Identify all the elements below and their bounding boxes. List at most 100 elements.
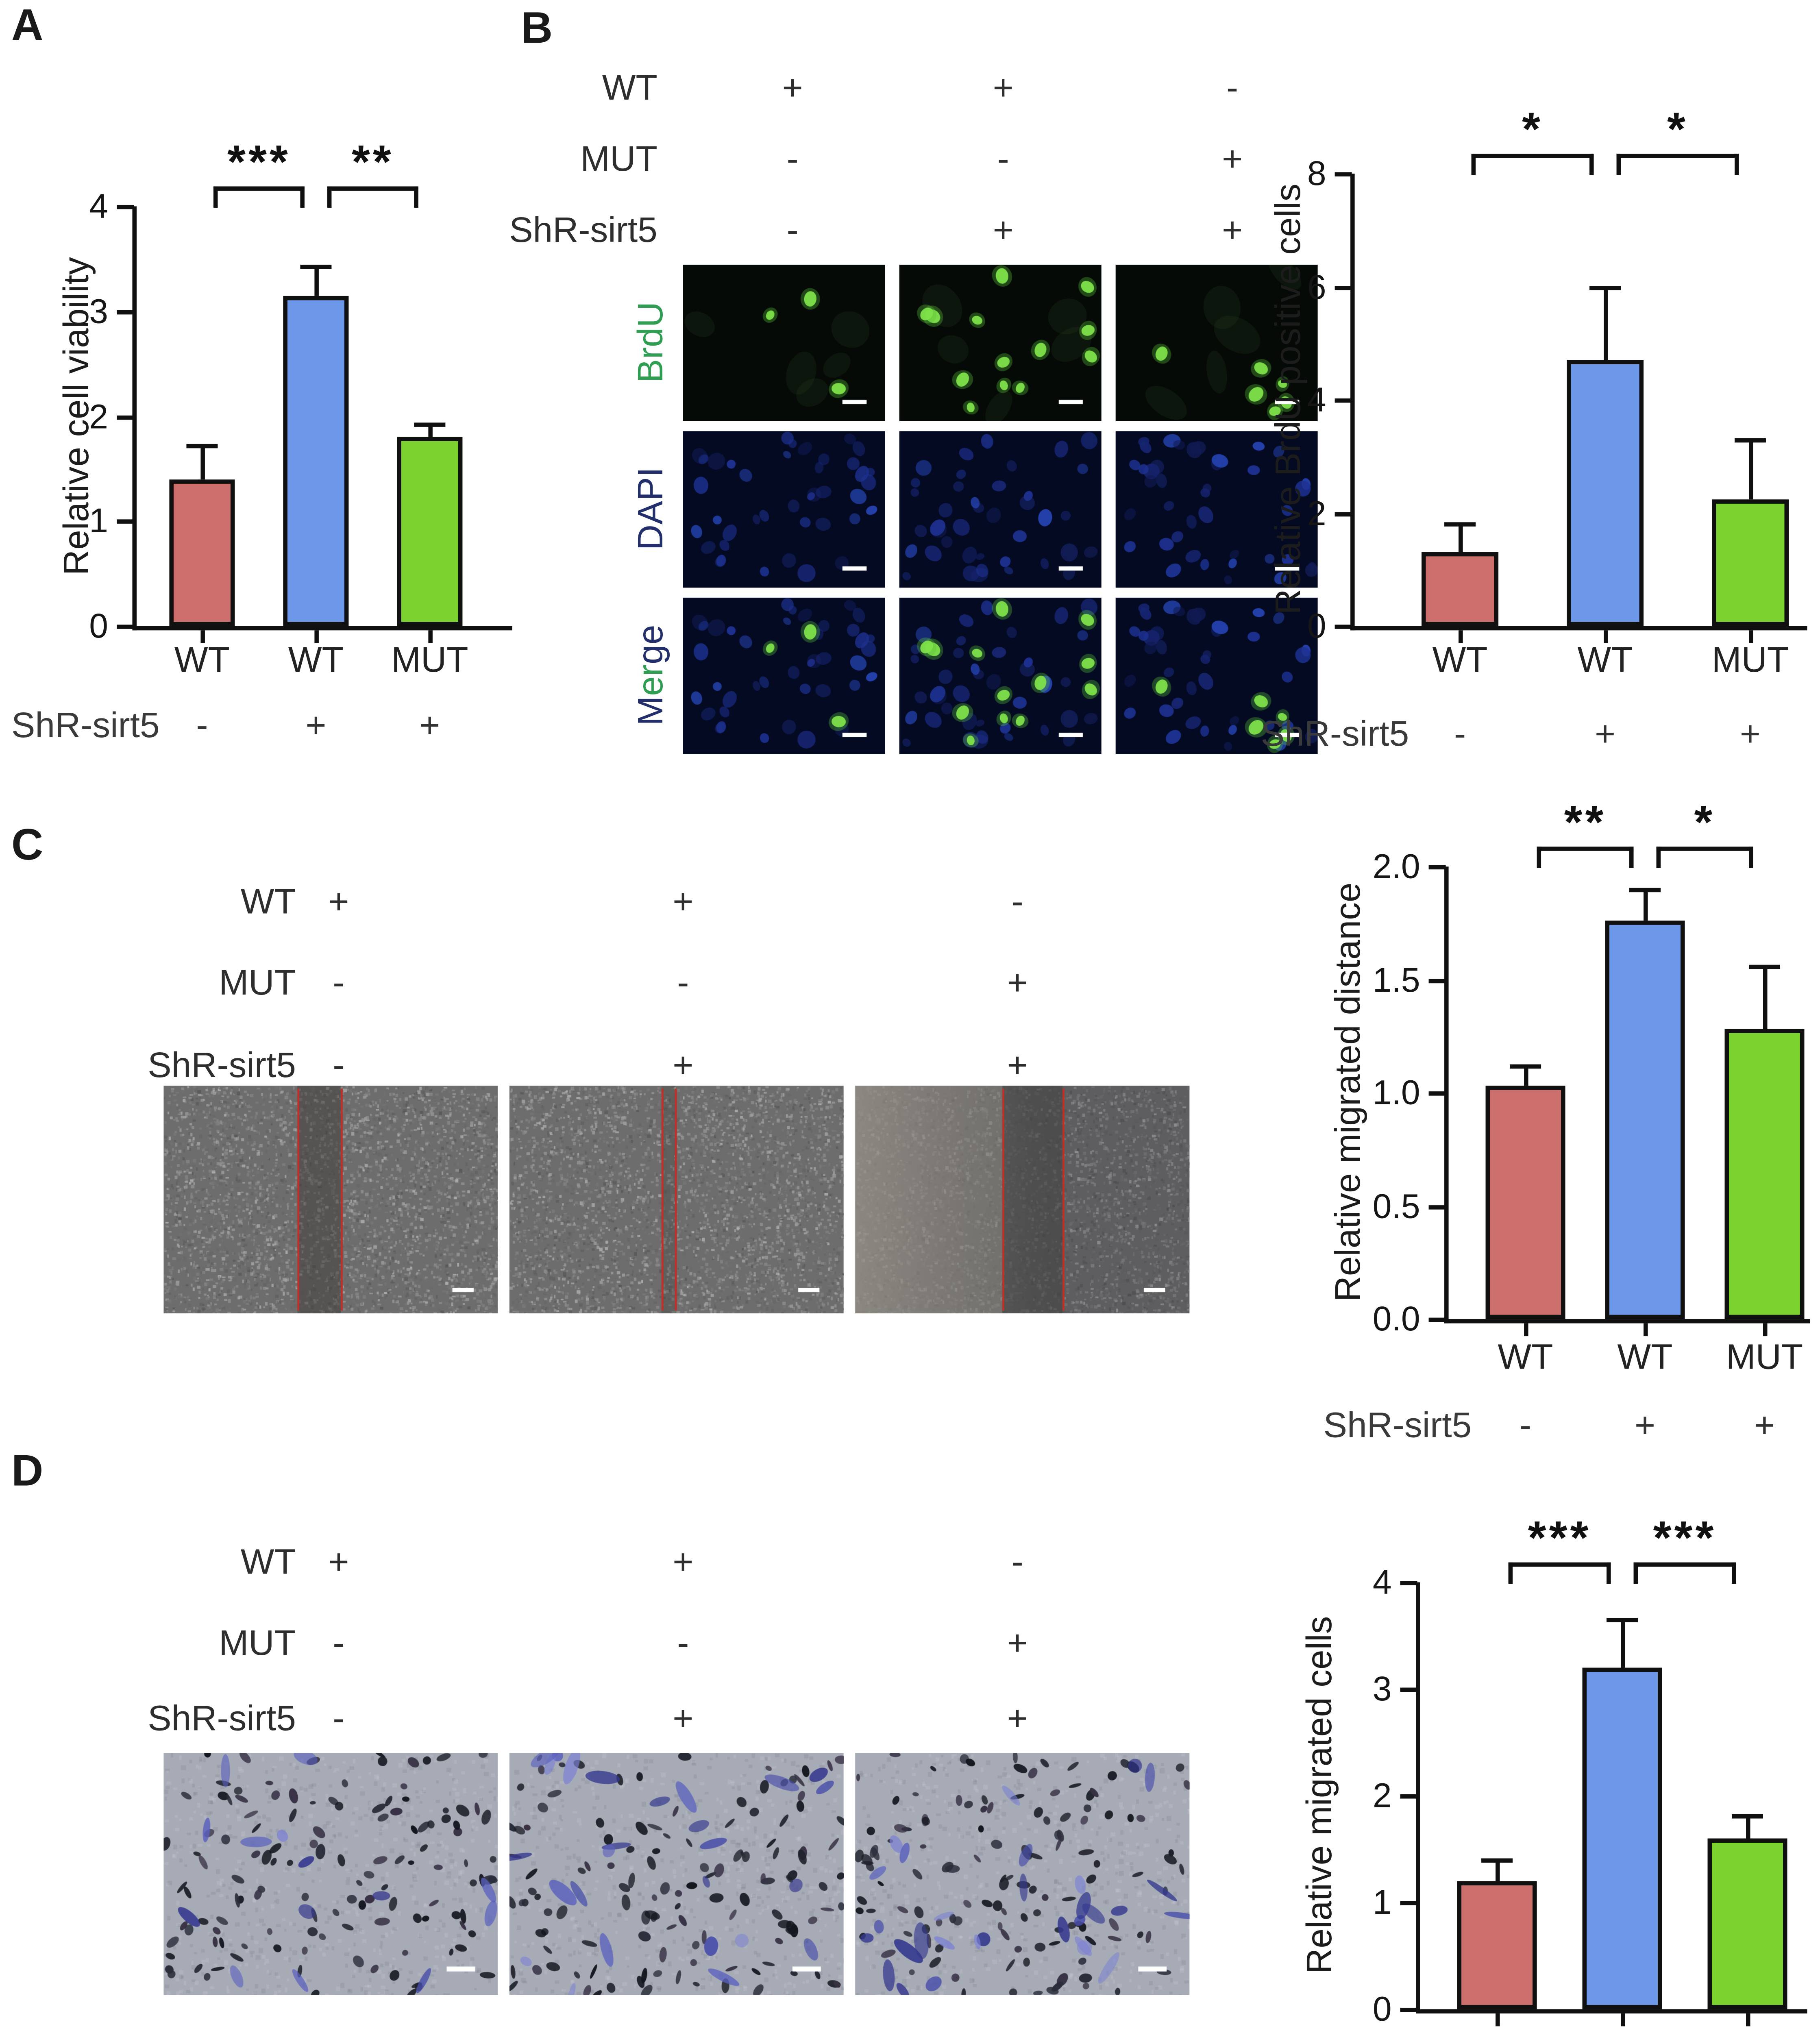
- x-axis-tick: [313, 630, 318, 643]
- condition-row-value: +: [1594, 714, 1616, 754]
- error-bar-line: [1603, 287, 1607, 361]
- merge-label-letter: g: [631, 644, 671, 664]
- condition-label-shr-sirt5: ShR-sirt5: [148, 1046, 296, 1086]
- panel-d-bar-chart: Relative migrated cells01234WTWTMUT*****…: [1252, 1508, 1820, 2033]
- y-axis-tick: [1428, 865, 1446, 870]
- condition-value: +: [1007, 1699, 1028, 1739]
- x-category-label: WT: [1577, 640, 1633, 680]
- significance-bracket: [1633, 1562, 1736, 1567]
- y-axis-tick-label: 0.5: [1372, 1187, 1420, 1226]
- significance-bracket-end: [327, 186, 332, 208]
- condition-value: +: [1222, 210, 1243, 250]
- error-bar-cap: [1735, 438, 1766, 442]
- x-category-label: WT: [174, 640, 230, 680]
- panel-c-wound-healing-images: [0, 0, 1820, 1314]
- micrograph-dapi-col2: [899, 431, 1102, 588]
- bar-wt-1: [1567, 360, 1644, 626]
- bar-wt-0: [1485, 1086, 1565, 1319]
- error-bar-line: [1643, 889, 1647, 921]
- transwell-image-1: [163, 1753, 498, 1995]
- significance-bracket: [1508, 1562, 1611, 1567]
- y-axis-tick-label: 8: [1307, 155, 1326, 194]
- condition-value: +: [328, 882, 349, 922]
- condition-row-label: ShR-sirt5: [1261, 714, 1409, 754]
- error-bar-line: [1458, 524, 1462, 553]
- micrograph-merge-col2: [899, 597, 1102, 754]
- panel-c-bar-chart: Relative migrated distance 0.0 0.5 1.0 1.5 2.…: [1281, 797, 1820, 1480]
- bar-wt-1: [1605, 921, 1685, 1319]
- condition-label-wt: WT: [240, 882, 296, 922]
- error-bar-line: [1523, 1065, 1528, 1086]
- y-axis-tick-label: 0: [89, 607, 108, 646]
- x-axis-tick: [427, 630, 432, 643]
- error-bar-line: [200, 445, 205, 479]
- merge-label-letter: e: [631, 676, 671, 696]
- x-axis-line: [1444, 1319, 1810, 1323]
- microscopy-row-label-brdu: BrdU: [631, 301, 671, 383]
- y-axis-tick-label: 3: [89, 293, 108, 331]
- x-category-label: WT: [1433, 2030, 1561, 2033]
- bar-mut-2: [397, 437, 463, 626]
- y-axis-tick-label: 2: [89, 398, 108, 436]
- x-axis-tick: [1458, 630, 1462, 643]
- error-bar-cap: [1629, 888, 1661, 892]
- y-axis-tick: [1335, 625, 1352, 629]
- significance-bracket: [1616, 153, 1739, 158]
- y-axis-tick: [1335, 398, 1352, 403]
- y-axis-line: [1350, 173, 1355, 631]
- significance-bracket-end: [1656, 847, 1661, 868]
- condition-value: +: [1007, 1624, 1028, 1664]
- y-axis-line: [132, 206, 137, 631]
- y-axis-tick: [1428, 1317, 1446, 1322]
- condition-value: -: [677, 1624, 689, 1664]
- wound-image-2: [509, 1086, 844, 1314]
- significance-bracket-end: [1735, 153, 1739, 175]
- significance-bracket-end: [1629, 847, 1634, 868]
- panel-d-condition-table: WT + + - MUT - - + ShR-sirt5 - + +: [0, 0, 1820, 1737]
- significance-bracket-end: [1616, 153, 1621, 175]
- condition-value: -: [1011, 882, 1023, 922]
- error-bar-cap: [1444, 522, 1476, 527]
- y-axis-tick: [116, 310, 134, 314]
- panel-b-condition-table: WT + + - MUT - - + ShR-sirt5 - + +: [0, 0, 1820, 248]
- micrograph-merge-col3: [1115, 597, 1318, 754]
- significance-bracket-end: [1633, 1562, 1638, 1584]
- error-bar-cap: [1510, 1064, 1541, 1069]
- wound-image-3: [855, 1086, 1190, 1314]
- y-axis-tick-label: 2: [1307, 494, 1326, 533]
- condition-value: +: [993, 68, 1014, 108]
- wound-image-1: [163, 1086, 498, 1314]
- condition-value: +: [673, 882, 694, 922]
- y-axis-tick-label: 1.0: [1372, 1074, 1420, 1113]
- condition-value: +: [673, 1542, 694, 1582]
- significance-bracket: [1537, 847, 1634, 851]
- condition-value: +: [1007, 1046, 1028, 1086]
- bar-mut-2: [1707, 1838, 1787, 2009]
- bar-wt-1: [283, 295, 349, 626]
- x-axis-tick: [1643, 1323, 1647, 1336]
- micrograph-brdu-col3: [1115, 264, 1318, 421]
- y-axis-tick-label: 4: [1307, 381, 1326, 420]
- micrograph-brdu-col1: [683, 264, 885, 421]
- condition-label-mut: MUT: [580, 139, 657, 179]
- y-axis-tick-label: 3: [1372, 1670, 1392, 1709]
- condition-value: -: [333, 963, 345, 1003]
- y-axis-tick: [1335, 512, 1352, 516]
- significance-bracket-end: [414, 186, 418, 208]
- y-axis-tick-label: 1: [89, 503, 108, 541]
- significance-stars: *: [1522, 102, 1544, 155]
- error-bar-line: [427, 424, 432, 438]
- significance-bracket-end: [213, 186, 218, 208]
- condition-row-value: +: [1634, 1406, 1656, 1446]
- condition-value: -: [333, 1699, 345, 1739]
- error-bar-line: [1620, 1619, 1624, 1668]
- condition-value: +: [1007, 963, 1028, 1003]
- y-axis-tick: [116, 205, 134, 209]
- condition-label-wt: WT: [240, 1542, 296, 1582]
- x-category-label: WT: [288, 640, 344, 680]
- y-axis-tick-label: 2.0: [1372, 848, 1420, 887]
- condition-value: +: [328, 1542, 349, 1582]
- condition-value: -: [677, 963, 689, 1003]
- transwell-image-2: [509, 1753, 844, 1995]
